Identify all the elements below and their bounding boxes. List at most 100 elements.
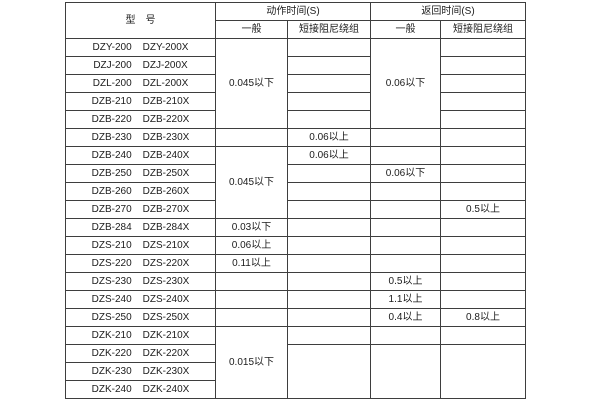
- table-row: DZB-250 DZB-250X 0.06以下: [65, 164, 526, 183]
- table-row: DZB-260 DZB-260X: [65, 182, 526, 201]
- model-cell: DZK-210 DZK-210X: [65, 326, 216, 345]
- model-name-x-variant: DZS-250X: [142, 311, 190, 323]
- model-cell: DZK-220 DZK-220X: [65, 344, 216, 363]
- cell-action-general: 0.03以下: [215, 218, 288, 237]
- cell-action-general: 0.06以上: [215, 236, 288, 255]
- header-row-1: 型 号 动作时间(S) 返回时间(S): [65, 2, 526, 39]
- cell-action-damping: 0.06以上: [287, 146, 371, 165]
- table-row: DZB-284 DZB-284X 0.03以下: [65, 218, 526, 237]
- cell-action-damping: [287, 236, 371, 255]
- table-row: DZK-210 DZK-210X 0.015以下: [65, 326, 526, 399]
- model-cell: DZY-200 DZY-200X: [65, 38, 216, 57]
- model-name-base: DZS-240: [91, 293, 132, 305]
- table-row: DZB-230 DZB-230X 0.06以上: [65, 128, 526, 147]
- cell-return-general: 0.06以下: [370, 38, 441, 129]
- table-row: DZS-240 DZS-240X 1.1以上: [65, 290, 526, 309]
- table-row: DZY-200 DZY-200X 0.045以下 0.06以下: [65, 38, 526, 129]
- cell-return-general: [370, 326, 441, 345]
- cell-action-damping: [287, 272, 371, 291]
- model-name-x-variant: DZK-220X: [142, 347, 190, 359]
- model-name-base: DZL-200: [92, 77, 132, 89]
- model-name-base: DZS-220: [91, 257, 132, 269]
- cell-action-general: 0.045以下: [215, 146, 288, 219]
- cell-return-damping: [440, 38, 526, 57]
- cell-action-general: 0.015以下: [215, 326, 288, 399]
- model-name-x-variant: DZB-210X: [142, 95, 190, 107]
- model-name-base: DZS-250: [91, 311, 132, 323]
- model-name-x-variant: DZB-230X: [142, 131, 190, 143]
- model-name-base: DZJ-200: [93, 59, 132, 71]
- spec-table: 型 号 动作时间(S) 返回时间(S) 一般 短接阻尼绕组 一般 短接阻尼绕组 …: [65, 2, 526, 399]
- model-cell: DZB-220 DZB-220X: [65, 110, 216, 129]
- model-name-x-variant: DZY-200X: [142, 41, 189, 53]
- model-name-base: DZY-200: [92, 41, 132, 53]
- header-action-general: 一般: [215, 20, 288, 39]
- table-row: DZL-200 DZL-200X: [65, 74, 526, 93]
- header-action-time: 动作时间(S): [215, 2, 371, 21]
- cell-return-damping: [440, 74, 526, 93]
- cell-return-damping: [440, 56, 526, 75]
- cell-return-general: [370, 236, 441, 255]
- cell-action-general: 0.045以下: [215, 38, 288, 129]
- model-name-x-variant: DZB-270X: [142, 203, 190, 215]
- table-row: DZB-210 DZB-210X: [65, 92, 526, 111]
- model-name-base: DZK-210: [91, 329, 132, 341]
- header-return-time: 返回时间(S): [370, 2, 526, 21]
- cell-action-damping: [287, 74, 371, 93]
- cell-return-damping: [440, 182, 526, 201]
- cell-action-general: [215, 308, 288, 327]
- cell-return-damping: 0.5以上: [440, 200, 526, 219]
- model-name-x-variant: DZS-220X: [142, 257, 190, 269]
- model-name-base: DZB-260: [91, 185, 132, 197]
- header-return-general: 一般: [370, 20, 441, 39]
- cell-action-damping: 0.06以上: [287, 128, 371, 147]
- table-row: DZB-240 DZB-240X 0.045以下 0.06以上: [65, 146, 526, 219]
- cell-action-general: 0.11以上: [215, 254, 288, 273]
- table-row: DZS-220 DZS-220X 0.11以上: [65, 254, 526, 273]
- cell-action-damping: [287, 254, 371, 273]
- cell-return-general: [370, 218, 441, 237]
- model-cell: DZB-230 DZB-230X: [65, 128, 216, 147]
- header-action-damping: 短接阻尼绕组: [287, 20, 371, 39]
- cell-return-damping: [440, 128, 526, 147]
- model-name-x-variant: DZK-230X: [142, 365, 190, 377]
- cell-action-damping: [287, 182, 371, 201]
- cell-return-damping: [440, 344, 526, 399]
- model-name-x-variant: DZB-220X: [142, 113, 190, 125]
- model-name-x-variant: DZJ-200X: [142, 59, 188, 71]
- cell-return-damping: [440, 254, 526, 273]
- cell-return-general: [370, 344, 441, 399]
- model-name-base: DZB-240: [91, 149, 132, 161]
- model-cell: DZK-230 DZK-230X: [65, 362, 216, 381]
- cell-action-general: [215, 290, 288, 309]
- model-cell: DZB-250 DZB-250X: [65, 164, 216, 183]
- table-row: DZJ-200 DZJ-200X: [65, 56, 526, 75]
- model-name-base: DZB-250: [91, 167, 132, 179]
- cell-return-general: 1.1以上: [370, 290, 441, 309]
- cell-action-general: [215, 272, 288, 291]
- cell-return-general: [370, 254, 441, 273]
- cell-return-damping: 0.8以上: [440, 308, 526, 327]
- model-name-base: DZB-220: [91, 113, 132, 125]
- cell-return-general: [370, 182, 441, 201]
- header-model: 型 号: [65, 2, 216, 39]
- model-name-base: DZB-284: [91, 221, 132, 233]
- cell-action-damping: [287, 308, 371, 327]
- model-name-x-variant: DZB-240X: [142, 149, 190, 161]
- model-name-x-variant: DZS-210X: [142, 239, 190, 251]
- model-name-x-variant: DZL-200X: [142, 77, 189, 89]
- cell-action-damping: [287, 38, 371, 57]
- model-name-x-variant: DZS-230X: [142, 275, 190, 287]
- header-row-2: 一般 短接阻尼绕组 一般 短接阻尼绕组: [66, 20, 526, 39]
- cell-action-general: [215, 128, 288, 147]
- model-cell: DZB-270 DZB-270X: [65, 200, 216, 219]
- model-name-base: DZB-270: [91, 203, 132, 215]
- cell-return-damping: [440, 164, 526, 183]
- cell-return-damping: [440, 326, 526, 345]
- table-row: DZK-220 DZK-220X: [65, 344, 526, 399]
- cell-return-general: 0.06以下: [370, 164, 441, 183]
- model-name-base: DZS-210: [91, 239, 132, 251]
- model-cell: DZK-240 DZK-240X: [65, 380, 216, 399]
- model-cell: DZB-210 DZB-210X: [65, 92, 216, 111]
